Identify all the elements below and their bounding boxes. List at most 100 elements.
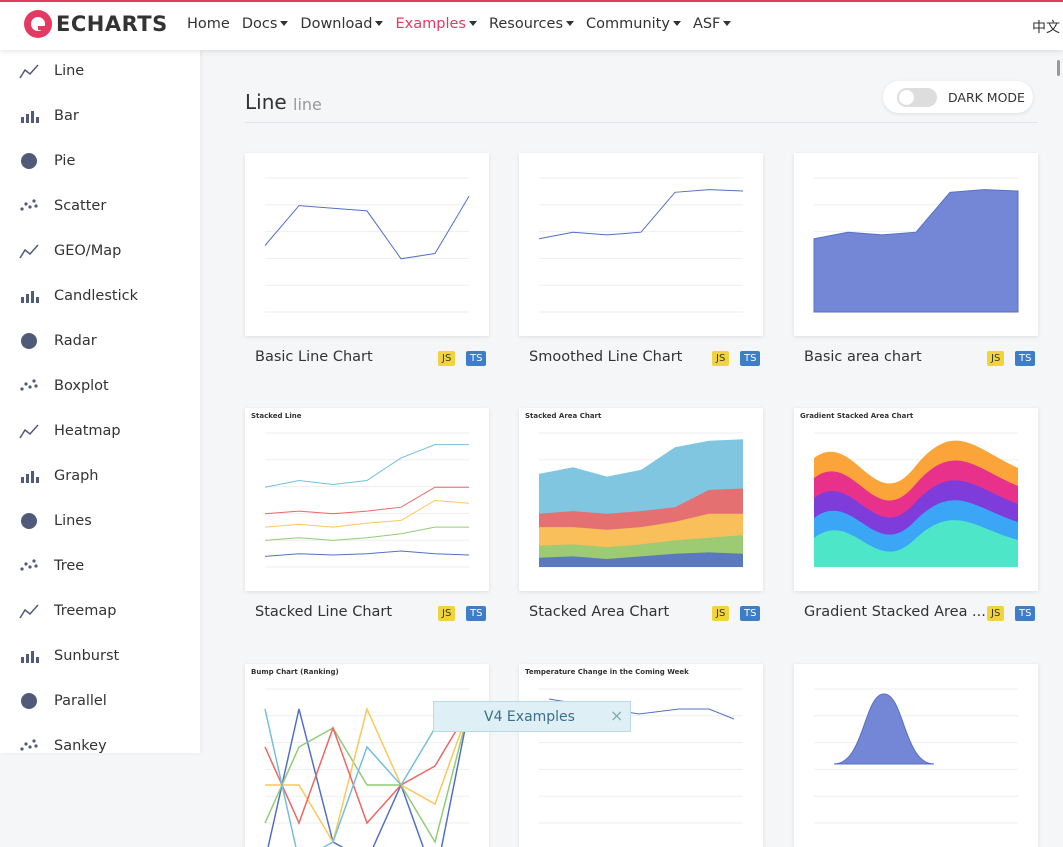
- icon: [19, 64, 39, 79]
- nav-item[interactable]: Download: [300, 16, 383, 32]
- nav-item[interactable]: Docs: [242, 16, 289, 32]
- thumbnail[interactable]: Gradient Stacked Area Chart: [794, 408, 1038, 591]
- language[interactable]: 中文: [1032, 20, 1060, 36]
- sidebar: Line Bar Pie Scatter GEO/Map Candlestick Radar…: [0, 50, 200, 754]
- sidebar-item[interactable]: Graph: [0, 461, 200, 491]
- example-card[interactable]: [794, 664, 1038, 847]
- thumb-title: Stacked Area Chart: [525, 412, 602, 420]
- icon-shape: [34, 204, 38, 208]
- thumbnail[interactable]: Bump Chart (Ranking): [245, 664, 489, 847]
- sidebar-label: Treemap: [54, 603, 117, 619]
- card-title: Smoothed Line Chart: [529, 349, 683, 365]
- sidebar-item[interactable]: Treemap: [0, 596, 200, 626]
- sidebar-item[interactable]: Tree: [0, 551, 200, 581]
- icon-shape: [21, 477, 24, 483]
- logo-text: ECHARTS: [56, 12, 168, 36]
- icon-shape: [28, 565, 32, 569]
- sidebar-item[interactable]: Sunburst: [0, 641, 200, 671]
- icon-shape: [21, 297, 24, 303]
- nav-item[interactable]: ASF: [693, 16, 731, 32]
- example-card[interactable]: Stacked Line Stacked Line Chart JS TS: [245, 408, 489, 621]
- sidebar-item[interactable]: Line: [0, 56, 200, 86]
- tag[interactable]: JS: [438, 351, 456, 366]
- tag[interactable]: TS: [466, 606, 487, 621]
- icon-shape: [36, 117, 39, 123]
- thumbnail[interactable]: [794, 153, 1038, 336]
- icon: [19, 244, 39, 259]
- sidebar-item[interactable]: Boxplot: [0, 371, 200, 401]
- example-card[interactable]: Basic area chart JS TS: [794, 153, 1038, 366]
- icon-shape: [28, 385, 32, 389]
- icon-shape: [19, 424, 39, 439]
- tag[interactable]: TS: [740, 606, 761, 621]
- example-card[interactable]: Temperature Change in the Coming Week: [519, 664, 763, 847]
- example-card[interactable]: Smoothed Line Chart JS TS: [519, 153, 763, 366]
- thumbnail[interactable]: [245, 153, 489, 336]
- sidebar-label: Boxplot: [54, 378, 109, 394]
- thumbnail[interactable]: [519, 153, 763, 336]
- switch[interactable]: [897, 88, 937, 107]
- thumbnail[interactable]: [794, 664, 1038, 847]
- sidebar-item[interactable]: Scatter: [0, 191, 200, 221]
- nav-item[interactable]: Home: [187, 16, 230, 32]
- close[interactable]: ×: [610, 706, 624, 725]
- thumb-line: [264, 444, 469, 488]
- icon: [21, 693, 37, 709]
- thumbnail[interactable]: Temperature Change in the Coming Week: [519, 664, 763, 847]
- tag[interactable]: TS: [1015, 606, 1036, 621]
- nav-item[interactable]: Examples: [395, 16, 476, 32]
- icon: [20, 739, 38, 751]
- tag[interactable]: JS: [712, 606, 730, 621]
- thumb-title: Stacked Line: [251, 412, 302, 420]
- card-title: Basic Line Chart: [255, 349, 373, 365]
- sidebar-label: Lines: [54, 513, 92, 529]
- icon-shape: [32, 739, 36, 743]
- thumb-line: [264, 196, 470, 260]
- logo[interactable]: ECHARTS: [22, 8, 168, 40]
- thumb-line: [264, 550, 470, 557]
- toast[interactable]: V4 Examples ×: [433, 701, 631, 732]
- thumb-title: Bump Chart (Ranking): [251, 668, 339, 676]
- sidebar-item[interactable]: Sankey: [0, 731, 200, 761]
- nav-item[interactable]: Community: [586, 16, 681, 32]
- icon-shape: [31, 111, 34, 123]
- icon-shape: [21, 513, 37, 529]
- sidebar-item[interactable]: Bar: [0, 101, 200, 131]
- tag[interactable]: JS: [438, 606, 456, 621]
- icon: [21, 333, 37, 349]
- example-card[interactable]: Bump Chart (Ranking): [245, 664, 489, 847]
- sidebar-item[interactable]: Pie: [0, 146, 200, 176]
- example-card[interactable]: Basic Line Chart JS TS: [245, 153, 489, 366]
- icon-shape: [31, 471, 34, 483]
- thumbnail[interactable]: Stacked Line: [245, 408, 489, 591]
- sidebar-item[interactable]: Lines: [0, 506, 200, 536]
- nav-item[interactable]: Resources: [489, 16, 574, 32]
- tag[interactable]: JS: [987, 606, 1005, 621]
- sidebar-item[interactable]: Parallel: [0, 686, 200, 716]
- sidebar-item[interactable]: Radar: [0, 326, 200, 356]
- scrollbar[interactable]: [1057, 60, 1060, 76]
- tag[interactable]: TS: [466, 351, 487, 366]
- sidebar-item[interactable]: Heatmap: [0, 416, 200, 446]
- tag[interactable]: TS: [1015, 351, 1036, 366]
- icon-shape: [26, 654, 29, 663]
- icon-shape: [32, 559, 36, 563]
- sidebar-item[interactable]: Candlestick: [0, 281, 200, 311]
- tag[interactable]: JS: [987, 351, 1005, 366]
- icon-shape: [20, 747, 24, 751]
- thumbnail[interactable]: Stacked Area Chart: [519, 408, 763, 591]
- example-card[interactable]: Gradient Stacked Area Chart Gradient Stac…: [794, 408, 1038, 621]
- icon: [21, 111, 39, 123]
- icon: [21, 291, 39, 303]
- icon: [19, 424, 39, 439]
- icon-shape: [28, 745, 32, 749]
- sidebar-label: Sankey: [54, 738, 107, 754]
- sidebar-label: Parallel: [54, 693, 107, 709]
- example-card[interactable]: Stacked Area Chart Stacked Area Chart JS TS: [519, 408, 763, 621]
- dark-mode-toggle[interactable]: DARK MODE: [883, 81, 1033, 113]
- icon-shape: [26, 474, 29, 483]
- tag[interactable]: TS: [740, 351, 761, 366]
- sidebar-item[interactable]: GEO/Map: [0, 236, 200, 266]
- tag[interactable]: JS: [712, 351, 730, 366]
- icon: [20, 379, 38, 391]
